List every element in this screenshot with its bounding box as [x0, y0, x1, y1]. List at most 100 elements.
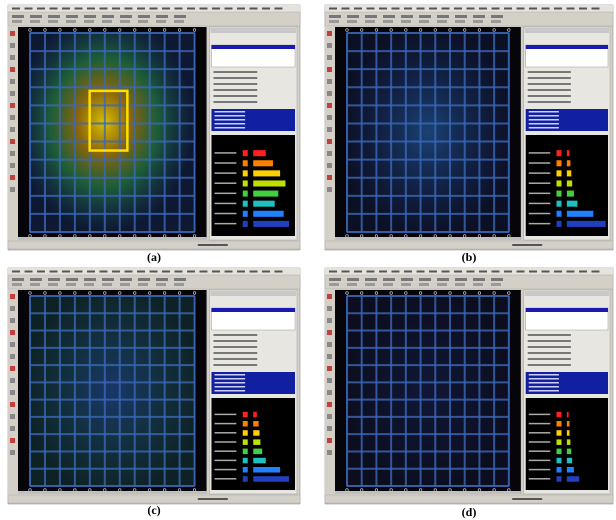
menu-item	[137, 271, 145, 273]
tool-button	[437, 283, 447, 286]
option-row	[213, 83, 257, 85]
menu-item	[250, 271, 258, 273]
side-icon	[327, 31, 332, 36]
legend-swatch	[243, 421, 248, 427]
row-label	[214, 432, 236, 434]
tool-button	[120, 283, 130, 286]
histogram-bar	[567, 160, 571, 166]
legend-swatch	[557, 221, 562, 227]
layer-row	[529, 115, 559, 117]
menu-item	[50, 8, 58, 10]
menu-item	[529, 8, 537, 10]
legend-swatch	[557, 211, 562, 217]
legend-swatch	[243, 458, 248, 464]
option-row	[213, 89, 257, 91]
menu-item	[579, 271, 587, 273]
histogram-bar	[253, 221, 289, 227]
row-label	[214, 423, 236, 425]
side-icon	[10, 187, 15, 192]
histogram-bar	[253, 201, 274, 207]
side-icon	[10, 103, 15, 108]
ir-drop-heat	[30, 296, 195, 486]
histogram-bar	[253, 170, 280, 176]
menu-item	[342, 271, 350, 273]
toolbar	[8, 12, 300, 26]
screenshot	[325, 268, 613, 504]
menu-item	[567, 271, 575, 273]
tool-button	[48, 283, 58, 286]
histogram-bar	[567, 412, 569, 418]
screenshot	[325, 5, 613, 250]
layer-row	[214, 123, 245, 125]
net-selected	[526, 45, 608, 49]
option-row	[213, 346, 257, 348]
side-icon	[327, 79, 332, 84]
menu-item	[467, 271, 475, 273]
menu-item	[150, 271, 158, 273]
tool-button	[66, 15, 78, 18]
menu-item	[12, 271, 20, 273]
figure: (a)(b)(c)(d)	[0, 0, 616, 520]
histogram-bar	[253, 430, 259, 436]
tool-button	[365, 278, 377, 281]
side-icon	[327, 127, 332, 132]
side-icon	[327, 378, 332, 383]
legend-swatch	[557, 430, 562, 436]
row-label	[214, 478, 236, 480]
row-label	[214, 152, 236, 154]
side-icon	[10, 366, 15, 371]
histogram-bar	[253, 160, 273, 166]
tool-button	[473, 278, 485, 281]
menu-item	[492, 8, 500, 10]
menu-item	[37, 271, 45, 273]
side-icon	[327, 55, 332, 60]
side-icon	[10, 127, 15, 132]
layer-row	[529, 378, 559, 380]
histogram-bar	[567, 421, 570, 427]
menu-item	[504, 271, 512, 273]
tool-button	[30, 283, 40, 286]
legend-swatch	[557, 180, 562, 186]
legend-swatch	[557, 467, 562, 473]
histogram-bar	[567, 211, 593, 217]
panel-title	[525, 28, 609, 33]
tool-button	[419, 20, 429, 23]
menu-item	[554, 271, 562, 273]
side-icon	[327, 366, 332, 371]
menu-item	[225, 8, 233, 10]
status-text	[198, 498, 228, 500]
menu-item	[404, 8, 412, 10]
tool-button	[491, 20, 501, 23]
menu-item	[567, 8, 575, 10]
tool-button	[401, 15, 413, 18]
menu-item	[404, 271, 412, 273]
histogram-bar	[567, 476, 579, 482]
row-label	[214, 172, 236, 174]
panel-title	[525, 291, 609, 296]
legend-swatch	[243, 180, 248, 186]
net-selected	[526, 308, 608, 312]
side-icon	[327, 342, 332, 347]
legend-swatch	[243, 170, 248, 176]
histogram-bar	[567, 430, 570, 436]
tool-button	[455, 15, 467, 18]
option-row	[528, 352, 571, 354]
menu-item	[87, 8, 95, 10]
menu-item	[87, 271, 95, 273]
menu-item	[392, 271, 400, 273]
option-row	[213, 71, 257, 73]
side-icon	[327, 414, 332, 419]
tool-button	[383, 278, 395, 281]
tool-button	[102, 20, 112, 23]
tool-button	[66, 20, 76, 23]
tool-button	[174, 278, 186, 281]
tool-button	[347, 278, 359, 281]
menu-item	[112, 271, 120, 273]
side-icon	[327, 163, 332, 168]
option-row	[528, 77, 571, 79]
menu-item	[237, 8, 245, 10]
legend-swatch	[243, 221, 248, 227]
scrollbar	[335, 237, 521, 240]
row-label	[529, 423, 551, 425]
tool-button	[84, 278, 96, 281]
